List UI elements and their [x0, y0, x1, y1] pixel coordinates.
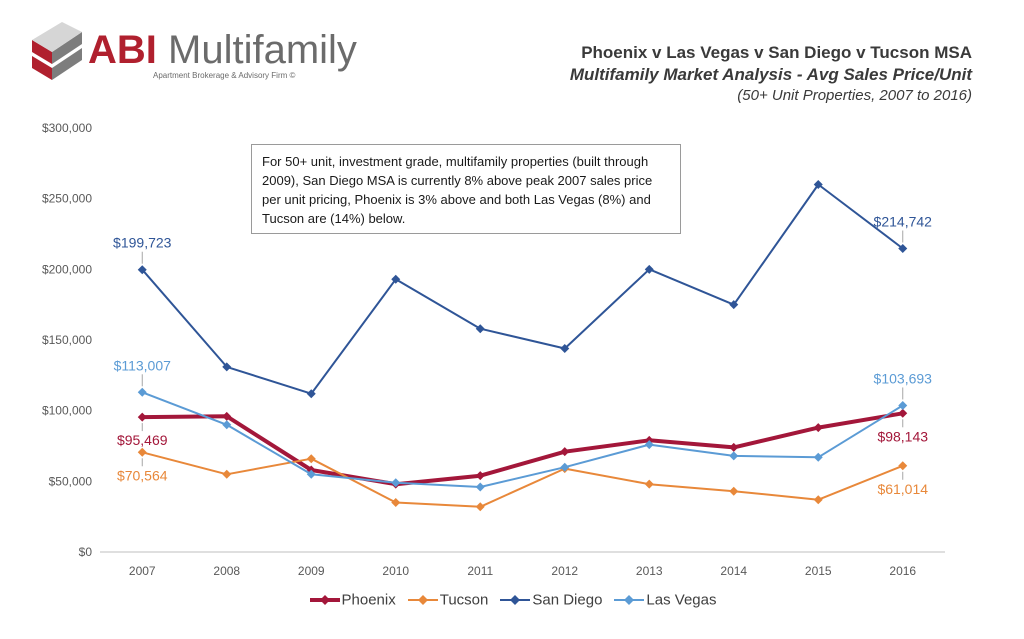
series-line-tucson [142, 451, 904, 508]
data-point-phoenix [898, 408, 908, 418]
x-tick-label: 2007 [129, 564, 156, 578]
data-label-san-diego: $199,723 [113, 235, 172, 251]
legend-item-san-diego: San Diego [498, 591, 602, 609]
data-point-san-diego [222, 362, 232, 372]
data-point-las-vegas [644, 440, 654, 450]
legend-item-phoenix: Phoenix [308, 591, 396, 609]
brand-abi: ABI [88, 28, 157, 72]
data-label-san-diego: $214,742 [874, 213, 933, 229]
legend-item-tucson: Tucson [406, 591, 489, 609]
data-point-las-vegas [222, 420, 232, 430]
data-point-tucson [813, 495, 823, 505]
y-tick-label: $150,000 [42, 333, 92, 347]
data-point-tucson [898, 461, 908, 471]
data-point-tucson [222, 469, 232, 479]
x-tick-label: 2013 [636, 564, 663, 578]
data-point-tucson [391, 498, 401, 508]
data-point-san-diego [898, 243, 908, 253]
x-tick-label: 2012 [551, 564, 578, 578]
data-point-san-diego [644, 264, 654, 274]
data-label-phoenix: $98,143 [877, 428, 928, 444]
legend-item-las-vegas: Las Vegas [612, 591, 716, 609]
data-point-tucson [644, 479, 654, 489]
chart-subtitle: Multifamily Market Analysis - Avg Sales … [569, 65, 972, 84]
data-point-phoenix [560, 447, 570, 457]
legend-swatch [309, 595, 340, 606]
data-point-san-diego [306, 389, 316, 399]
data-point-las-vegas [475, 482, 485, 492]
data-label-tucson: $70,564 [117, 467, 168, 483]
y-tick-label: $250,000 [42, 192, 92, 206]
x-tick-label: 2016 [889, 564, 916, 578]
data-point-las-vegas [391, 478, 401, 488]
chart-note: (50+ Unit Properties, 2007 to 2016) [737, 87, 972, 104]
y-tick-label: $200,000 [42, 262, 92, 276]
legend-label: Las Vegas [646, 591, 717, 609]
brand-multifamily: Multifamily [156, 28, 357, 72]
y-tick-label: $100,000 [42, 404, 92, 418]
data-point-san-diego [813, 180, 823, 190]
data-point-las-vegas [729, 451, 739, 461]
data-label-phoenix: $95,469 [117, 432, 168, 448]
data-point-phoenix [137, 412, 147, 422]
data-point-tucson [729, 486, 739, 496]
x-tick-label: 2015 [805, 564, 832, 578]
data-point-las-vegas [813, 452, 823, 462]
data-point-phoenix [729, 442, 739, 452]
legend-swatch [614, 595, 645, 606]
series-line-san-diego [141, 183, 904, 395]
y-tick-label: $300,000 [42, 121, 92, 135]
data-point-tucson [306, 454, 316, 464]
data-point-phoenix [222, 411, 232, 421]
y-tick-label: $0 [79, 545, 93, 559]
legend-label: San Diego [532, 591, 603, 609]
data-point-tucson [475, 502, 485, 512]
data-point-san-diego [391, 274, 401, 284]
data-point-tucson [137, 447, 147, 457]
data-point-san-diego [560, 343, 570, 353]
annotation-box: For 50+ unit, investment grade, multifam… [251, 144, 681, 234]
data-point-las-vegas [560, 462, 570, 472]
data-label-tucson: $61,014 [877, 481, 928, 497]
brand-tagline: Apartment Brokerage & Advisory Firm © [153, 71, 296, 80]
chart-titles: Phoenix v Las Vegas v San Diego v Tucson… [570, 42, 972, 106]
data-point-las-vegas [306, 469, 316, 479]
data-point-san-diego [729, 300, 739, 310]
series-line-las-vegas [141, 391, 904, 488]
chart-title: Phoenix v Las Vegas v San Diego v Tucson… [581, 43, 972, 62]
chart-legend: Phoenix Tucson San Diego Las Vegas [0, 591, 1024, 609]
legend-swatch [407, 595, 438, 606]
data-point-phoenix [813, 423, 823, 433]
x-tick-label: 2009 [298, 564, 325, 578]
legend-label: Tucson [439, 591, 489, 609]
series-line-phoenix [142, 411, 904, 487]
x-tick-label: 2014 [720, 564, 747, 578]
data-label-las-vegas: $113,007 [114, 357, 172, 373]
x-tick-label: 2010 [382, 564, 409, 578]
data-point-las-vegas [137, 387, 147, 397]
data-point-phoenix [475, 471, 485, 481]
x-tick-label: 2008 [213, 564, 240, 578]
data-point-san-diego [475, 324, 485, 334]
logo-mark-icon [32, 22, 82, 80]
data-label-las-vegas: $103,693 [874, 370, 933, 386]
data-point-las-vegas [898, 400, 908, 410]
legend-label: Phoenix [341, 591, 396, 609]
legend-swatch [500, 595, 531, 606]
x-tick-label: 2011 [467, 564, 493, 578]
brand-name: ABI Multifamily [88, 28, 357, 72]
data-point-san-diego [137, 265, 147, 275]
y-tick-label: $50,000 [49, 474, 93, 488]
company-logo: ABI Multifamily Apartment Brokerage & Ad… [30, 22, 360, 92]
